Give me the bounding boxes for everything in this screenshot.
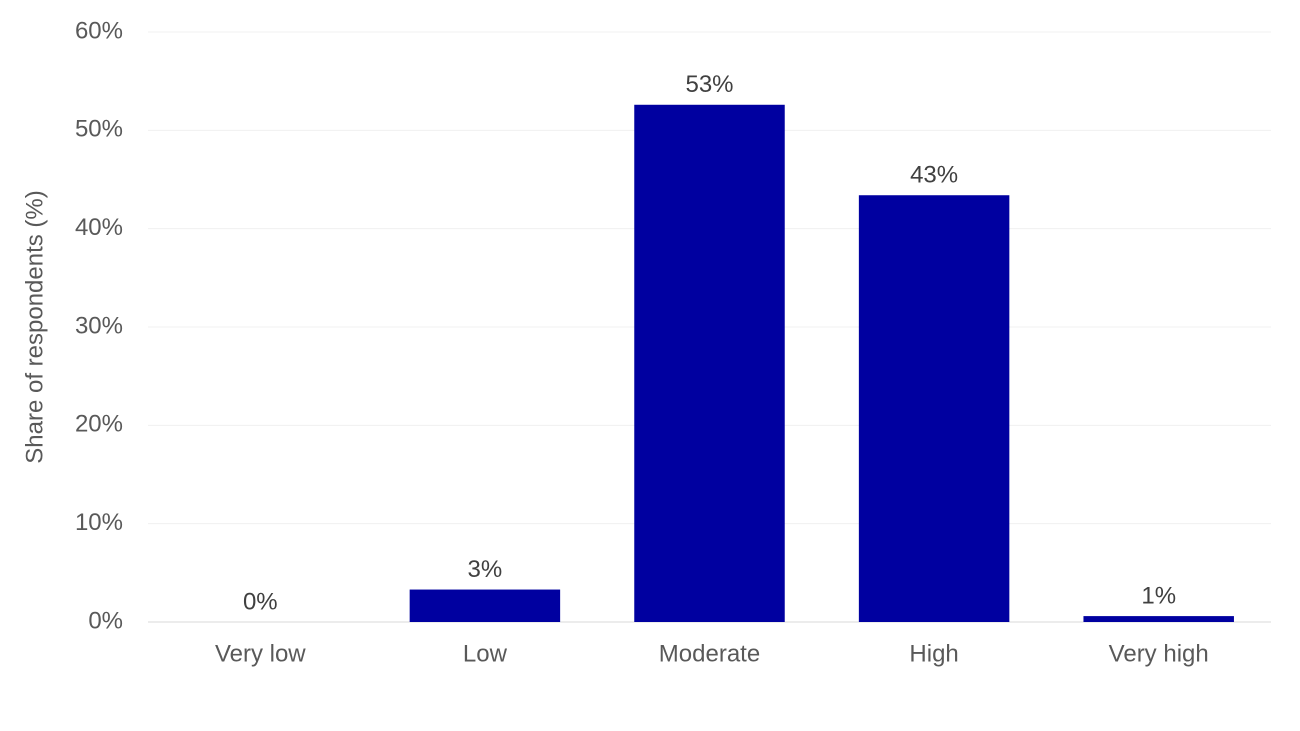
x-tick-label: Moderate [659, 640, 760, 667]
y-tick-label: 0% [88, 607, 123, 634]
bar [1083, 616, 1234, 622]
x-tick-label: Very high [1109, 640, 1209, 667]
y-tick-label: 20% [75, 411, 123, 438]
value-label: 0% [243, 588, 278, 615]
value-label: 53% [685, 71, 733, 98]
y-tick-label: 50% [75, 116, 123, 143]
value-label: 1% [1141, 582, 1176, 609]
bar [634, 104, 785, 623]
bar [409, 589, 561, 622]
bar [858, 195, 1010, 622]
y-tick-label: 40% [75, 214, 123, 241]
value-label: 3% [468, 556, 503, 583]
y-tick-label: 10% [75, 509, 123, 536]
value-label: 43% [910, 162, 958, 189]
y-tick-label: 60% [75, 17, 123, 44]
x-tick-label: High [909, 640, 958, 667]
x-tick-label: Low [463, 640, 508, 667]
x-tick-label: Very low [215, 640, 306, 667]
y-tick-label: 30% [75, 312, 123, 339]
y-axis-label: Share of respondents (%) [21, 190, 48, 463]
